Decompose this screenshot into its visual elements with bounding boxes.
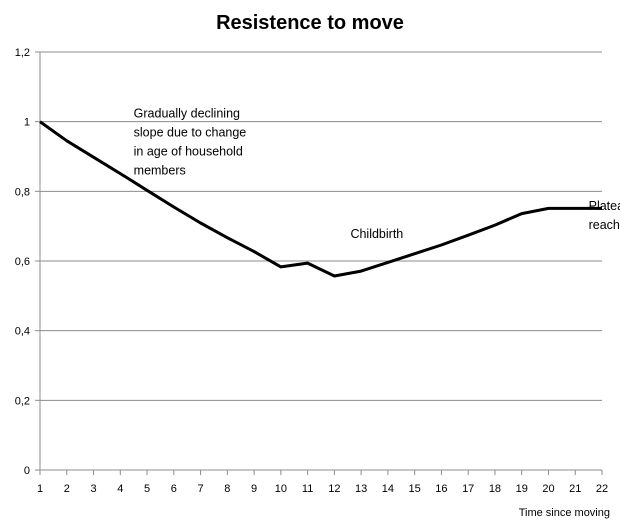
y-tick-label: 0,8	[15, 186, 30, 198]
annotation-line: in age of household	[134, 145, 243, 159]
y-tick-label: 0,2	[15, 395, 30, 407]
x-tick-label: 1	[37, 483, 43, 495]
chart-title: Resistence to move	[216, 12, 404, 34]
x-tick-label: 4	[117, 483, 123, 495]
annotation-line: Gradually declining	[134, 107, 240, 121]
x-tick-label: 2	[64, 483, 70, 495]
y-tick-label: 1	[24, 117, 30, 129]
x-tick-label: 9	[251, 483, 257, 495]
x-tick-label: 19	[516, 483, 528, 495]
y-tick-label: 0,6	[15, 256, 30, 268]
series-line	[39, 120, 602, 278]
x-axis-title: Time since moving	[519, 507, 610, 519]
x-tick-label: 22	[596, 483, 608, 495]
x-tick-label: 7	[198, 483, 204, 495]
annotation-line: members	[134, 164, 186, 178]
x-tick-label: 17	[462, 483, 474, 495]
x-tick-label: 21	[569, 483, 581, 495]
annotation-3: Plateau reached	[589, 199, 620, 232]
x-tick-label: 5	[144, 483, 150, 495]
x-tick-label: 13	[355, 483, 367, 495]
annotation-line: Childbirth	[350, 227, 403, 241]
x-tick-label: 18	[489, 483, 501, 495]
annotation-1: Gradually declining slope due to change in…	[134, 107, 247, 178]
x-tick-label: 16	[435, 483, 447, 495]
annotation-line: slope due to change	[134, 126, 247, 140]
x-tick-label: 3	[90, 483, 96, 495]
x-tick-label: 10	[275, 483, 287, 495]
y-tick-label: 0	[24, 465, 30, 477]
y-tick-label: 0,4	[15, 326, 30, 338]
x-tick-label: 14	[382, 483, 394, 495]
annotation-line: reached	[589, 218, 620, 232]
annotation-2: Childbirth	[350, 227, 403, 241]
x-tick-label: 6	[171, 483, 177, 495]
x-tick-label: 20	[542, 483, 554, 495]
annotation-line: Plateau	[589, 199, 620, 213]
x-tick-label: 8	[224, 483, 230, 495]
y-tick-label: 1,2	[15, 47, 30, 59]
x-tick-label: 15	[409, 483, 421, 495]
x-tick-label: 12	[328, 483, 340, 495]
x-tick-label: 11	[302, 483, 313, 495]
